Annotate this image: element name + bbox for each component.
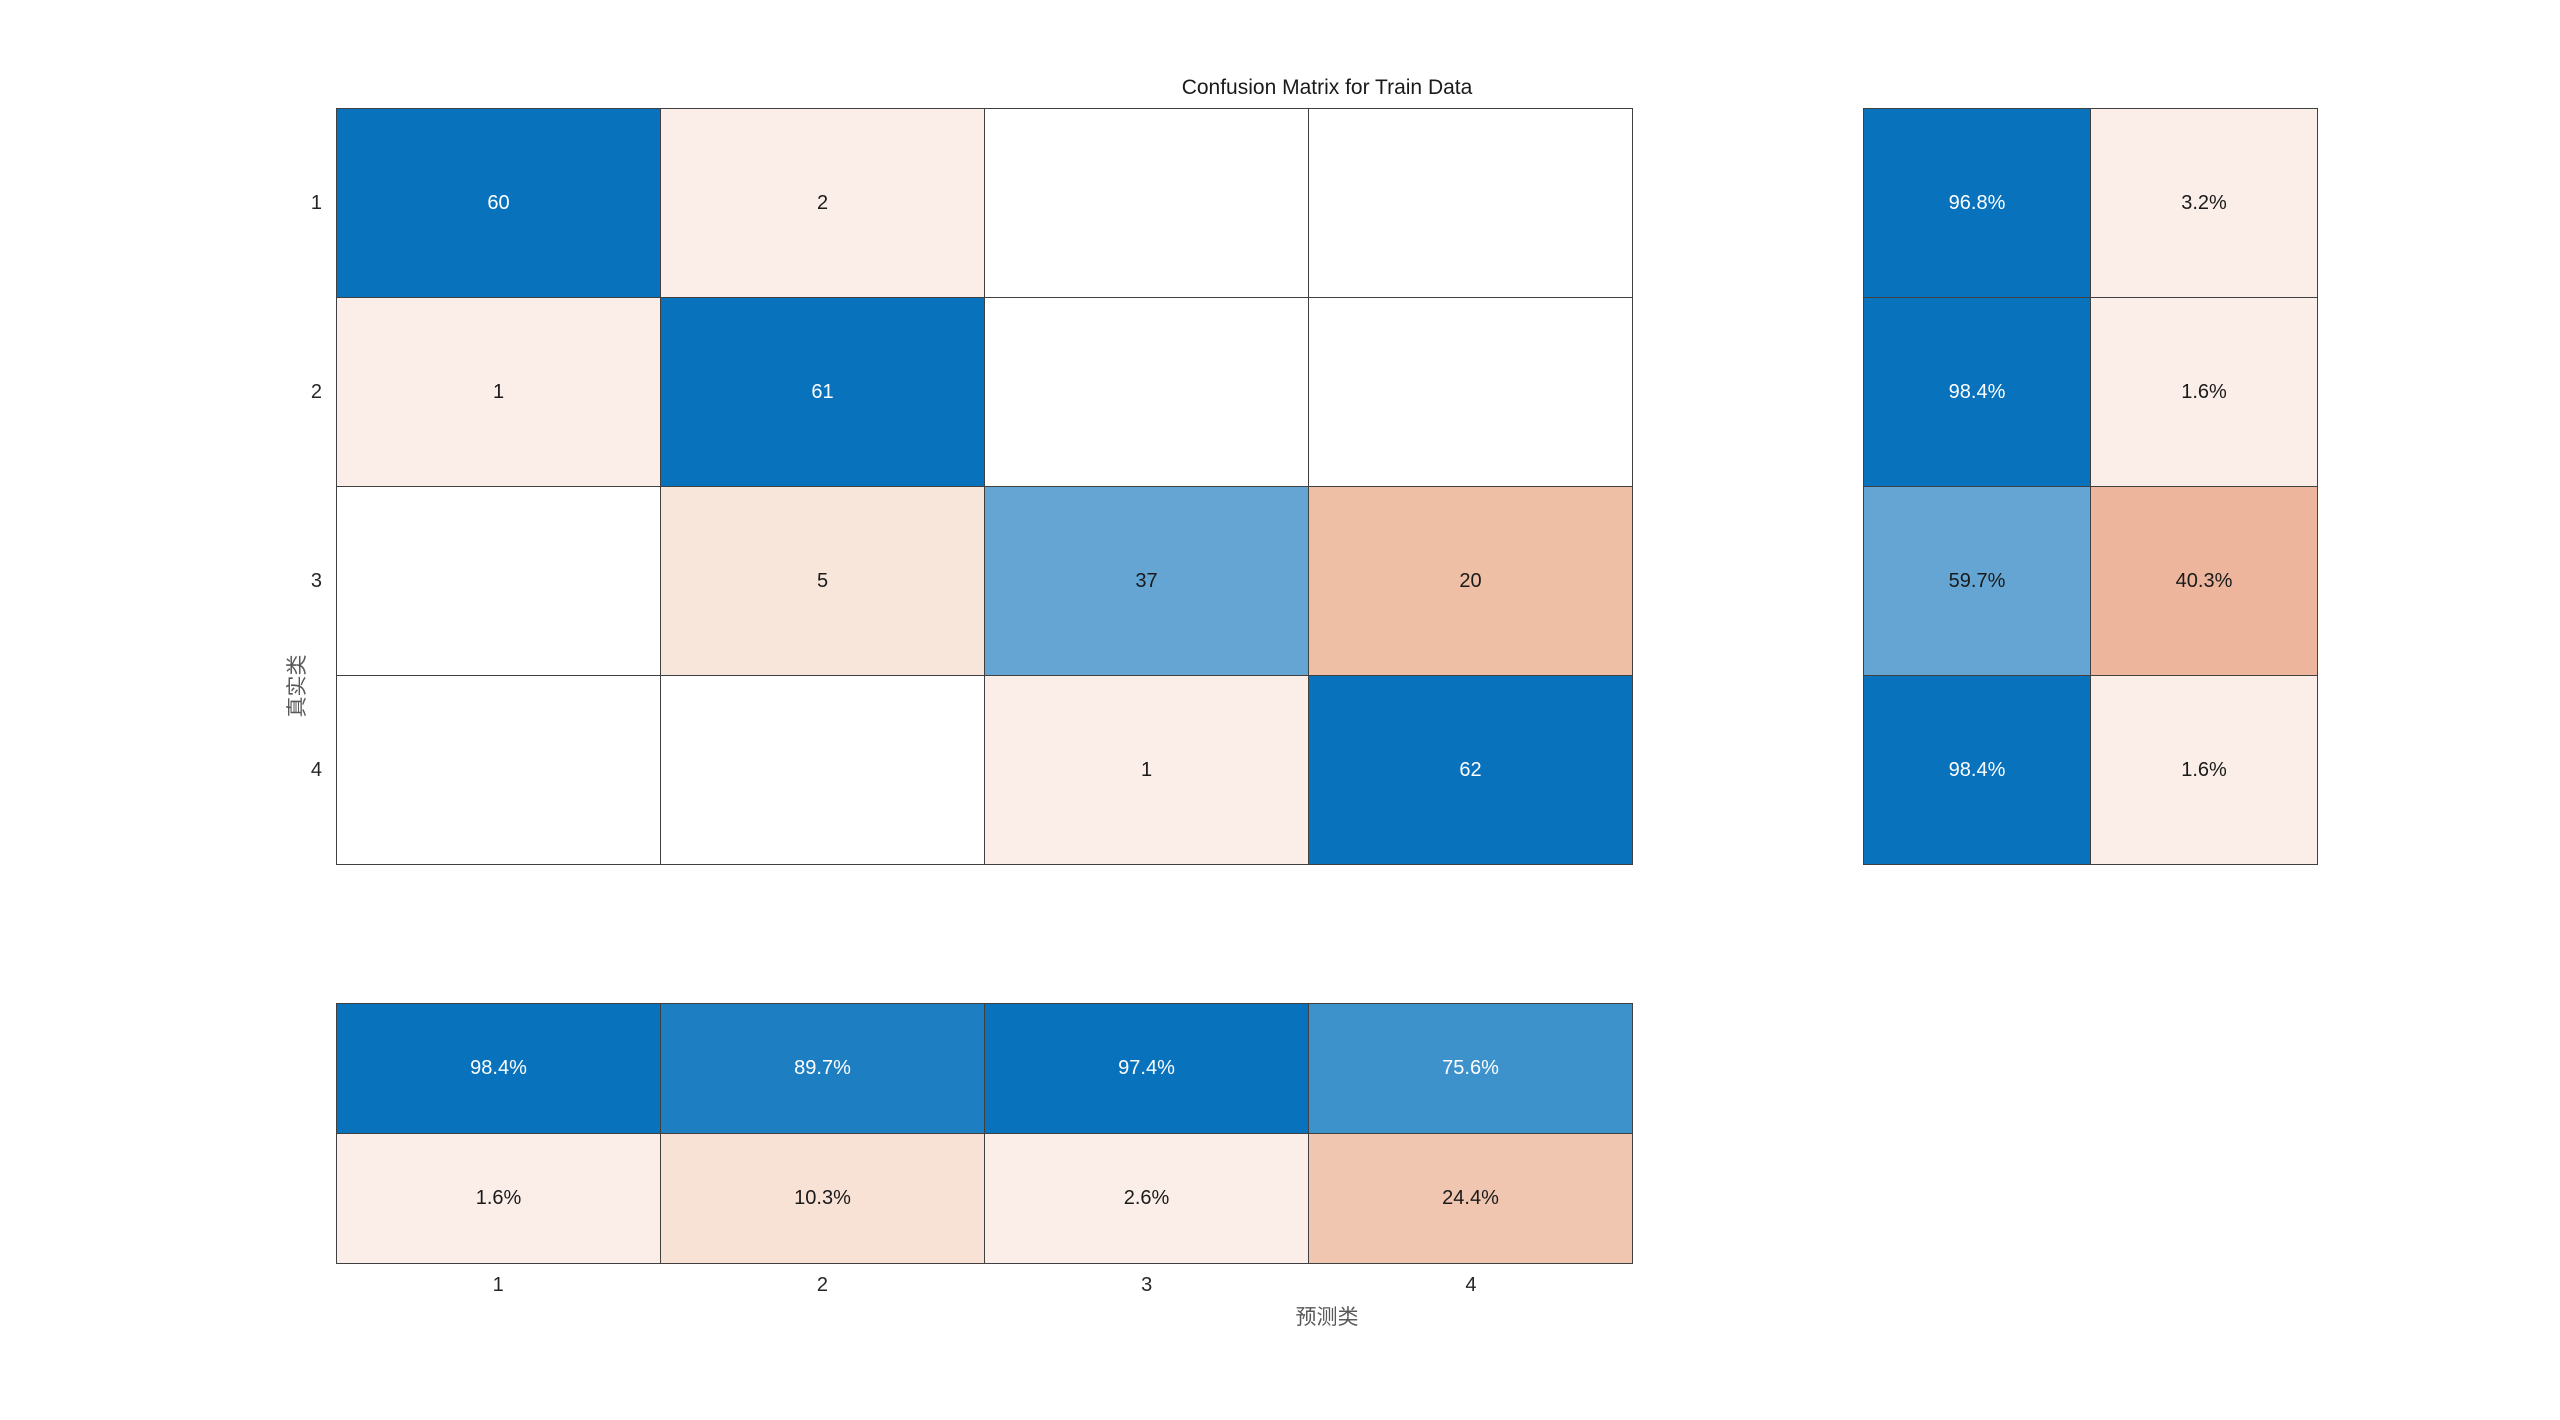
main-confusion-matrix: 60 2 1 61 5 37 20 1 62: [336, 108, 1633, 865]
matrix-cell: [337, 487, 660, 675]
matrix-cell: [1309, 109, 1632, 297]
matrix-cell: 1: [337, 298, 660, 486]
matrix-cell: 1: [985, 676, 1308, 864]
matrix-cell: 75.6%: [1309, 1004, 1632, 1133]
matrix-cell: 96.8%: [1864, 109, 2090, 297]
y-tick-label: 1: [310, 192, 322, 214]
x-tick-label: 3: [1141, 1274, 1153, 1296]
matrix-cell: 1.6%: [337, 1134, 660, 1263]
matrix-cell: 98.4%: [1864, 298, 2090, 486]
x-tick-label: 2: [816, 1274, 828, 1296]
x-axis-label: 预测类: [1295, 1306, 1359, 1329]
matrix-cell: 98.4%: [1864, 676, 2090, 864]
matrix-cell: 10.3%: [661, 1134, 984, 1263]
matrix-cell: 2: [661, 109, 984, 297]
matrix-cell: 40.3%: [2091, 487, 2317, 675]
matrix-cell: 60: [337, 109, 660, 297]
matrix-cell: [661, 676, 984, 864]
matrix-cell: 24.4%: [1309, 1134, 1632, 1263]
matrix-cell: 20: [1309, 487, 1632, 675]
matrix-cell: 37: [985, 487, 1308, 675]
y-tick-label: 4: [310, 759, 322, 781]
column-summary-matrix: 98.4% 89.7% 97.4% 75.6% 1.6% 10.3% 2.6% 24.4%: [336, 1003, 1633, 1264]
y-tick-label: 3: [310, 570, 322, 592]
matrix-cell: 59.7%: [1864, 487, 2090, 675]
matrix-cell: [1309, 298, 1632, 486]
row-summary-matrix: 96.8% 3.2% 98.4% 1.6% 59.7% 40.3% 98.4% 1.6%: [1863, 108, 2318, 865]
matrix-cell: 2.6%: [985, 1134, 1308, 1263]
matrix-cell: 1.6%: [2091, 676, 2317, 864]
matrix-cell: 3.2%: [2091, 109, 2317, 297]
matrix-cell: [337, 676, 660, 864]
x-tick-label: 4: [1465, 1274, 1477, 1296]
matrix-cell: 98.4%: [337, 1004, 660, 1133]
matrix-cell: [985, 109, 1308, 297]
x-axis-ticks: 1 2 3 4: [336, 1272, 1633, 1298]
matrix-cell: 1.6%: [2091, 298, 2317, 486]
chart-title: Confusion Matrix for Train Data: [1181, 76, 1473, 99]
matrix-cell: 62: [1309, 676, 1632, 864]
matrix-cell: 97.4%: [985, 1004, 1308, 1133]
matrix-cell: 61: [661, 298, 984, 486]
matrix-cell: 89.7%: [661, 1004, 984, 1133]
matrix-cell: [985, 298, 1308, 486]
y-axis-label: 真实类: [286, 654, 309, 718]
y-tick-label: 2: [310, 381, 322, 403]
matrix-cell: 5: [661, 487, 984, 675]
y-axis-ticks: 1 2 3 4: [252, 108, 322, 865]
x-tick-label: 1: [492, 1274, 504, 1296]
